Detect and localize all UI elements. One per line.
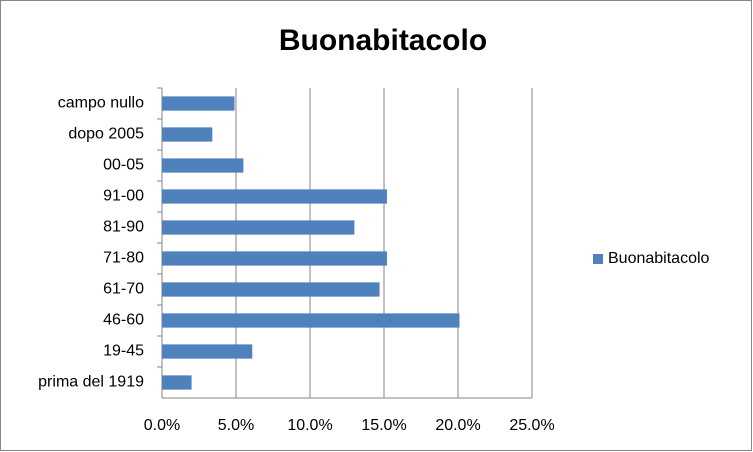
x-tick-label: 0.0% — [144, 417, 180, 434]
y-tick-label: 91-00 — [103, 188, 144, 205]
bar — [162, 189, 387, 204]
legend-label: Buonabitacolo — [608, 250, 710, 267]
x-tick-label: 15.0% — [361, 417, 406, 434]
chart-title: Buonabitacolo — [279, 24, 487, 57]
bar — [162, 158, 244, 173]
y-tick-label: 19-45 — [103, 343, 144, 360]
y-tick-label: 81-90 — [103, 219, 144, 236]
bar — [162, 96, 235, 111]
x-tick-label: 10.0% — [287, 417, 332, 434]
y-tick-label: prima del 1919 — [38, 374, 144, 391]
bar — [162, 344, 253, 359]
x-tick-label: 5.0% — [218, 417, 254, 434]
x-tick-label: 25.0% — [509, 417, 554, 434]
bar — [162, 282, 380, 297]
legend-swatch — [593, 254, 603, 264]
y-tick-label: 46-60 — [103, 312, 144, 329]
y-tick-label: dopo 2005 — [68, 126, 144, 143]
y-tick-label: campo nullo — [58, 95, 144, 112]
y-tick-label: 61-70 — [103, 281, 144, 298]
bar — [162, 375, 192, 390]
bar — [162, 127, 213, 142]
bar — [162, 220, 355, 235]
y-tick-label: 71-80 — [103, 250, 144, 267]
x-tick-label: 20.0% — [435, 417, 480, 434]
bar — [162, 313, 460, 328]
y-tick-label: 00-05 — [103, 157, 144, 174]
bar — [162, 251, 387, 266]
